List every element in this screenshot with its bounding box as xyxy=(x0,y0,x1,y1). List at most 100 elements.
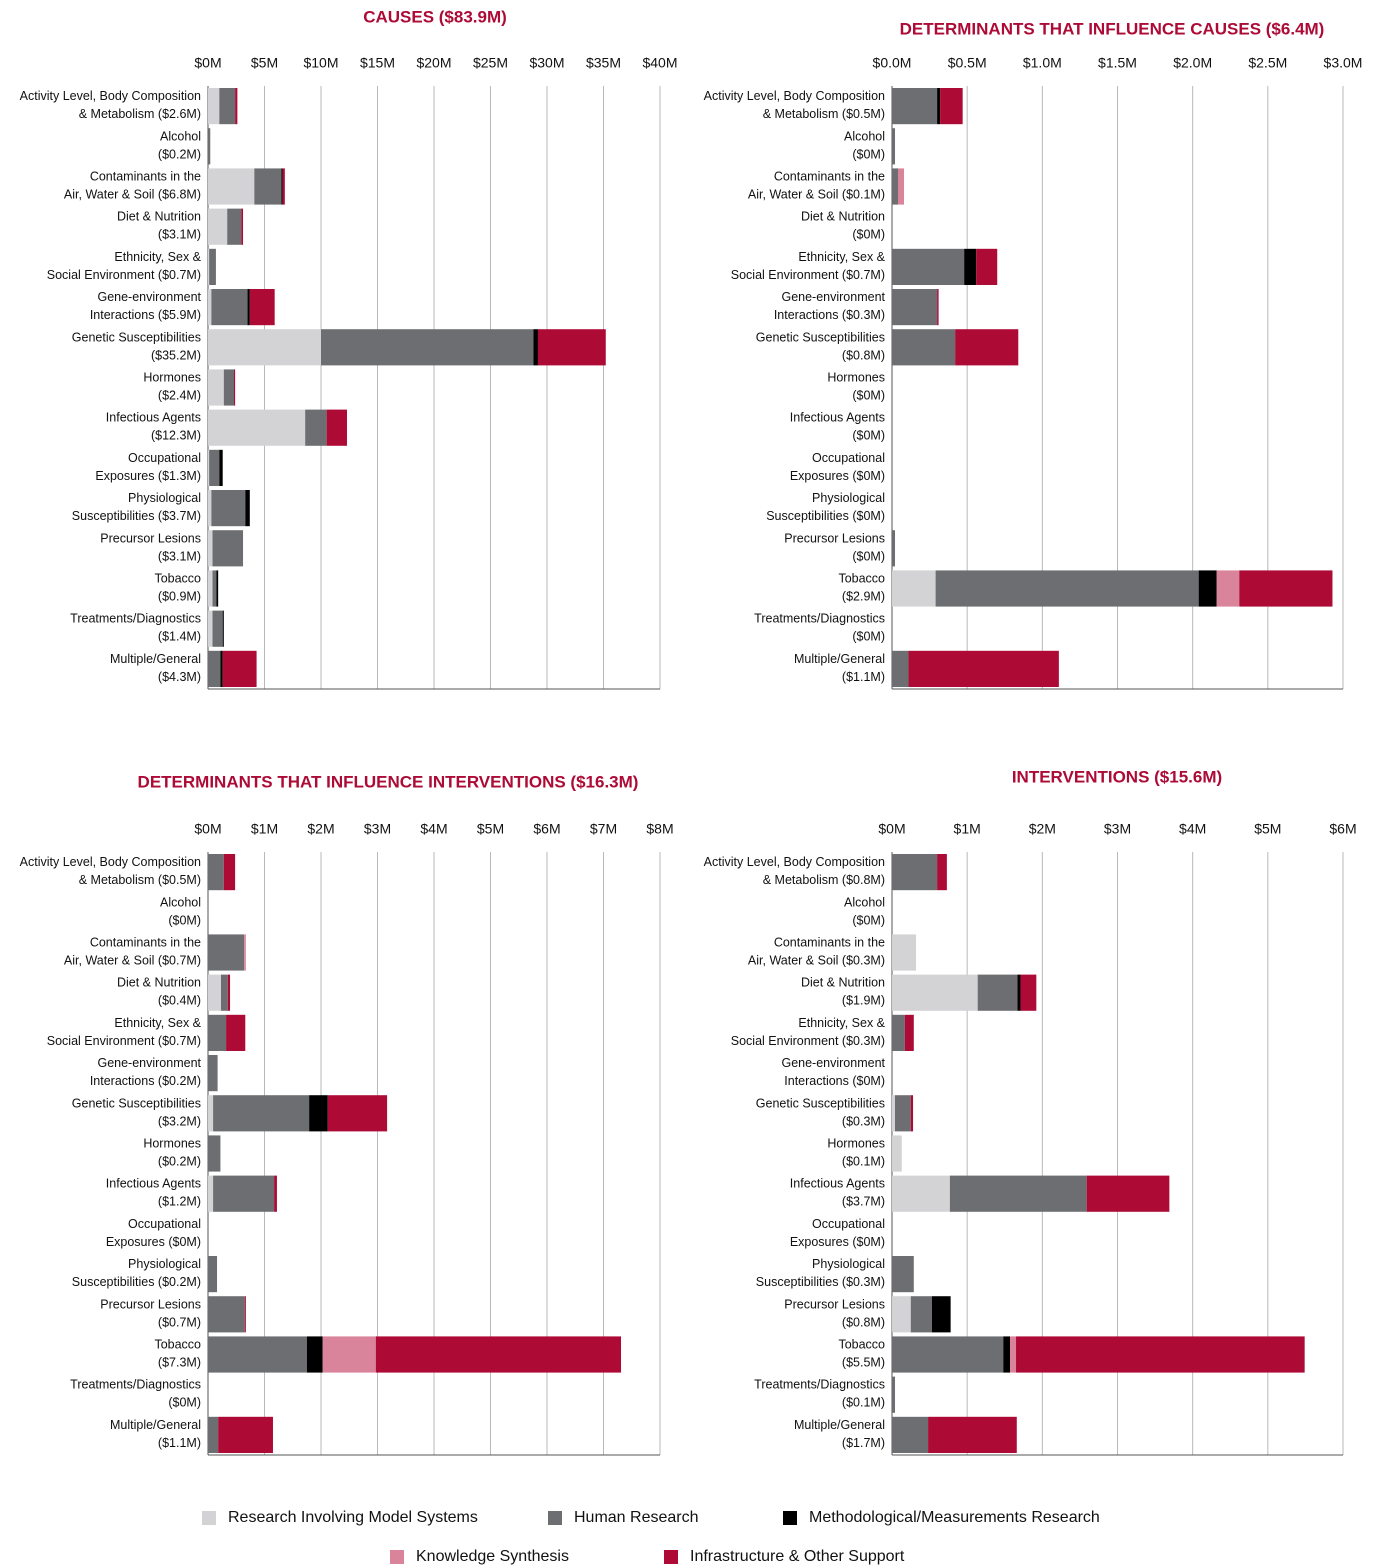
category-label: Infectious Agents ($12.3M) xyxy=(106,411,201,443)
bar-segment xyxy=(321,329,534,366)
bar-segment xyxy=(208,1014,227,1051)
category-line: Air, Water & Soil ($0.3M) xyxy=(748,954,885,968)
bar-segment xyxy=(910,1296,932,1333)
x-tick-label: $15M xyxy=(360,55,395,71)
category-line: Contaminants in the xyxy=(90,936,201,950)
bar-segment xyxy=(249,289,275,326)
bar-segment xyxy=(219,449,223,486)
category-line: Diet & Nutrition xyxy=(117,976,201,990)
legend-label: Human Research xyxy=(574,1509,699,1526)
bar-segment xyxy=(1016,1336,1305,1373)
bar-segment xyxy=(892,289,938,326)
bar-segment xyxy=(1216,570,1240,607)
category-line: Gene-environment xyxy=(781,1056,885,1070)
category-line: Physiological xyxy=(128,491,201,505)
bar-segment xyxy=(892,1336,1004,1373)
category-line: ($0M) xyxy=(852,630,885,644)
category-line: Interactions ($0M) xyxy=(784,1074,885,1088)
x-tick-label: $40M xyxy=(642,55,677,71)
category-label: Genetic Susceptibilities ($35.2M) xyxy=(72,331,201,363)
x-tick-label: $3M xyxy=(1104,821,1131,837)
category-label: Occupational Exposures ($1.3M) xyxy=(95,451,201,483)
category-line: Occupational xyxy=(812,451,885,465)
bar-segment xyxy=(892,934,917,971)
bar-segment xyxy=(892,1376,896,1413)
category-line: Occupational xyxy=(128,451,201,465)
category-line: ($0M) xyxy=(852,389,885,403)
bar-segment xyxy=(208,369,224,406)
category-line: ($0.9M) xyxy=(158,590,201,604)
bar-segment xyxy=(212,570,217,607)
category-line: ($3.1M) xyxy=(158,228,201,242)
bar-segment xyxy=(208,1336,307,1373)
category-line: ($0.2M) xyxy=(158,1155,201,1169)
category-label: Gene-environment Interactions ($0M) xyxy=(781,1056,885,1088)
category-line: Treatments/Diagnostics xyxy=(754,1378,885,1392)
bar-segment xyxy=(222,610,224,647)
category-line: ($3.7M) xyxy=(842,1195,885,1209)
bar-segment xyxy=(208,1296,245,1333)
bar-segment xyxy=(208,650,221,687)
category-label: Ethnicity, Sex & Social Environment ($0.7… xyxy=(731,250,886,282)
category-line: ($0.1M) xyxy=(842,1155,885,1169)
category-label: Ethnicity, Sex & Social Environment ($0.7… xyxy=(47,250,202,282)
x-tick-label: $1.0M xyxy=(1023,55,1062,71)
category-line: Tobacco xyxy=(838,572,885,586)
category-line: Alcohol xyxy=(160,130,201,144)
category-line: ($3.2M) xyxy=(158,1115,201,1129)
bar-segment xyxy=(218,1416,273,1453)
bar-segment xyxy=(976,248,998,285)
category-line: Susceptibilities ($0M) xyxy=(766,509,885,523)
bar-segment xyxy=(208,88,220,125)
bar-segment xyxy=(305,409,327,446)
x-tick-label: $20M xyxy=(416,55,451,71)
bar-segment xyxy=(949,1175,1087,1212)
bar-segment xyxy=(274,1175,277,1212)
bar-segment xyxy=(208,289,212,326)
category-label: Tobacco ($0.9M) xyxy=(154,572,201,604)
category-line: Treatments/Diagnostics xyxy=(70,1378,201,1392)
bar-segment xyxy=(955,329,1019,366)
legend-swatch xyxy=(390,1550,404,1564)
category-line: Hormones xyxy=(143,371,201,385)
bar-segment xyxy=(910,1095,914,1132)
category-label: Gene-environment Interactions ($5.9M) xyxy=(90,290,202,322)
category-line: ($2.9M) xyxy=(842,590,885,604)
bar-segment xyxy=(208,208,228,245)
category-line: ($1.4M) xyxy=(158,630,201,644)
category-line: ($0M) xyxy=(852,550,885,564)
category-line: Physiological xyxy=(128,1257,201,1271)
category-line: Social Environment ($0.7M) xyxy=(47,268,201,282)
category-line: ($3.1M) xyxy=(158,550,201,564)
category-line: ($0M) xyxy=(852,228,885,242)
category-line: Activity Level, Body Composition xyxy=(20,89,201,103)
category-line: ($0.2M) xyxy=(158,148,201,162)
category-line: Infectious Agents xyxy=(106,1177,201,1191)
bar-segment xyxy=(208,1416,219,1453)
category-label: Ethnicity, Sex & Social Environment ($0.3… xyxy=(731,1016,886,1048)
category-label: Treatments/Diagnostics ($0M) xyxy=(754,612,885,644)
chart-title: DETERMINANTS THAT INFLUENCE INTERVENTION… xyxy=(138,772,639,791)
bar-segment xyxy=(309,1095,328,1132)
category-line: Occupational xyxy=(812,1217,885,1231)
bar-segment xyxy=(1198,570,1217,607)
bar-segment xyxy=(537,329,606,366)
bar-segment xyxy=(931,1296,951,1333)
bar-segment xyxy=(327,1095,388,1132)
category-label: Occupational Exposures ($0M) xyxy=(790,451,885,483)
bar-segment xyxy=(977,974,1018,1011)
category-label: Treatments/Diagnostics ($1.4M) xyxy=(70,612,201,644)
category-label: Contaminants in the Air, Water & Soil ($0… xyxy=(64,936,201,968)
bar-segment xyxy=(213,1095,310,1132)
bar-segment xyxy=(892,974,978,1011)
category-line: & Metabolism ($2.6M) xyxy=(79,107,201,121)
bar-segment xyxy=(208,128,211,165)
category-label: Tobacco ($5.5M) xyxy=(838,1338,885,1370)
category-label: Genetic Susceptibilities ($3.2M) xyxy=(72,1097,201,1129)
category-line: ($0.8M) xyxy=(842,349,885,363)
x-tick-label: $1.5M xyxy=(1098,55,1137,71)
x-tick-label: $2M xyxy=(1029,821,1056,837)
bar-segment xyxy=(208,449,210,486)
category-line: Alcohol xyxy=(844,896,885,910)
legend-swatch xyxy=(783,1511,797,1525)
